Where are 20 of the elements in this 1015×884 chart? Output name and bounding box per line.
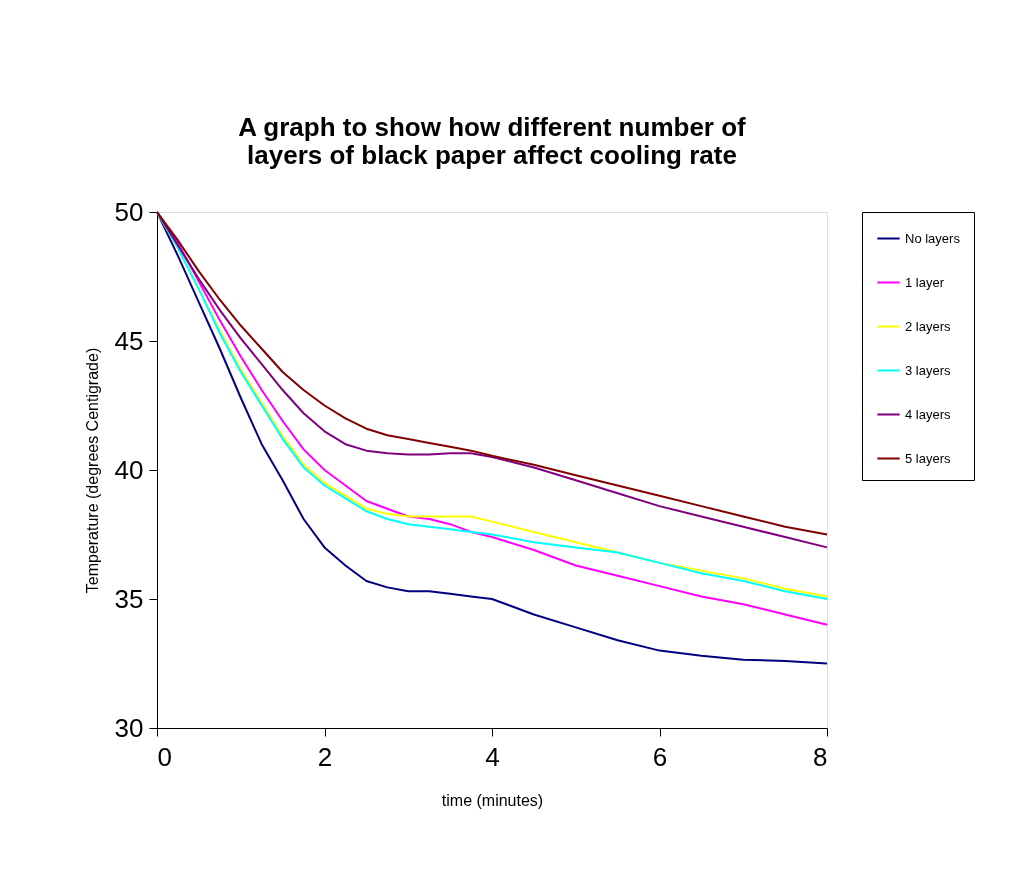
legend-label: 1 layer	[905, 274, 945, 290]
legend-label: 4 layers	[905, 406, 952, 422]
x-tick-label: 4	[485, 741, 500, 772]
x-tick-label: 0	[157, 741, 172, 772]
x-tick-label: 2	[317, 741, 333, 772]
y-tick-label: 50	[114, 196, 144, 227]
text: A graph to show how different number of	[238, 112, 746, 142]
y-tick-label: 45	[114, 325, 144, 356]
x-tick-label: 6	[652, 741, 668, 772]
text: layers of black paper affect cooling rate	[247, 140, 737, 170]
legend-label: 5 layers	[905, 450, 952, 466]
y-tick-label: 40	[114, 454, 144, 485]
legend-label: 3 layers	[905, 362, 952, 378]
y-tick-label: 30	[114, 712, 144, 743]
x-tick-label: 8	[813, 741, 828, 772]
y-tick-label: 35	[114, 583, 144, 614]
y-axis-title: Temperature (degrees Centigrade)	[83, 347, 101, 594]
legend-label: 2 layers	[905, 318, 952, 334]
legend-label: No layers	[905, 230, 961, 246]
x-axis-title: time (minutes)	[441, 791, 544, 809]
